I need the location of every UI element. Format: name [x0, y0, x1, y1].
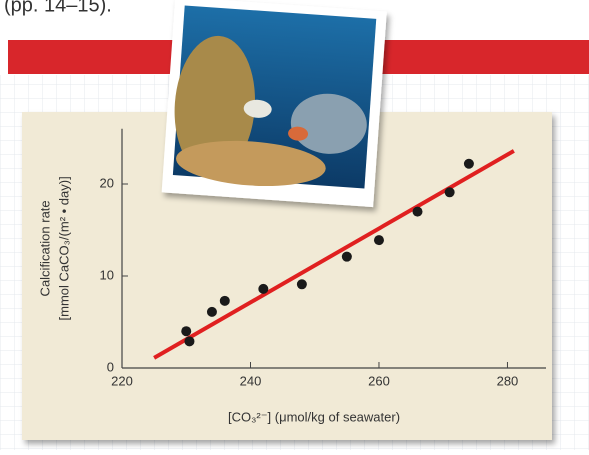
x-tick-label: 240 — [240, 373, 262, 388]
header-text: (pp. 14–15). — [4, 0, 112, 16]
point — [297, 279, 307, 289]
point — [413, 207, 423, 217]
y-tick-label: 20 — [100, 175, 114, 190]
point — [181, 326, 191, 336]
x-tick-label: 260 — [368, 373, 390, 388]
x-axis-label: [CO₃²⁻] (μmol/kg of seawater) — [228, 409, 400, 424]
point — [184, 336, 194, 346]
page: (pp. 14–15). 220 240 260 280 0 10 20 [CO₃²⁻] (μ… — [0, 0, 589, 450]
point — [207, 307, 217, 317]
point — [220, 296, 230, 306]
x-tick-label: 280 — [497, 373, 519, 388]
point — [258, 284, 268, 294]
y-tick-label: 0 — [107, 359, 114, 374]
point — [445, 187, 455, 197]
y-axis-label: [mmol CaCO₃/(m² • day)] — [56, 176, 71, 320]
photo — [162, 0, 387, 207]
point — [342, 252, 352, 262]
x-tick-label: 220 — [111, 373, 133, 388]
y-axis-label: Calcification rate — [37, 200, 52, 296]
point — [374, 235, 384, 245]
y-tick-label: 10 — [100, 267, 114, 282]
point — [464, 159, 474, 169]
